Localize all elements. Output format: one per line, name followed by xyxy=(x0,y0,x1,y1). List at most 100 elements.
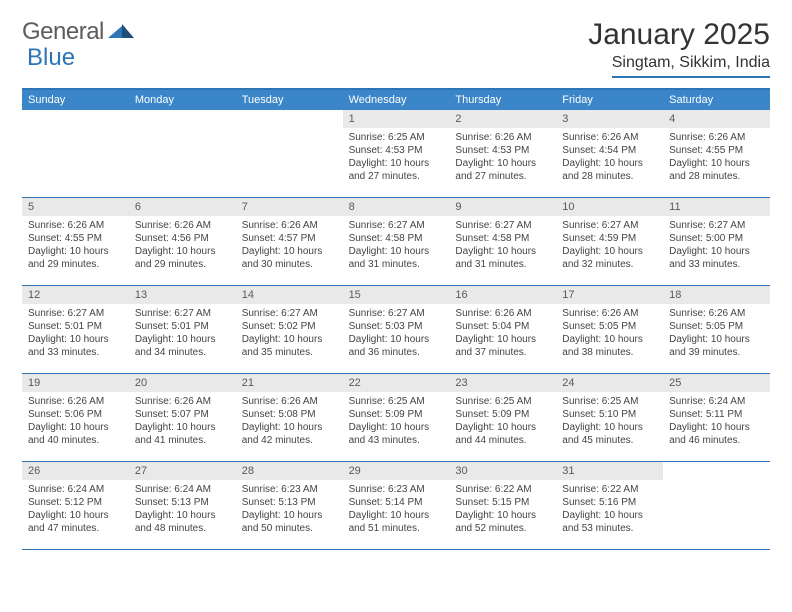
daylight-text: Daylight: 10 hours and 41 minutes. xyxy=(135,421,230,447)
blank-cell xyxy=(663,462,770,550)
sunrise-text: Sunrise: 6:26 AM xyxy=(28,219,123,232)
day-info: Sunrise: 6:26 AMSunset: 4:54 PMDaylight:… xyxy=(556,128,663,189)
location-text: Singtam, Sikkim, India xyxy=(612,54,770,78)
day-cell: 23Sunrise: 6:25 AMSunset: 5:09 PMDayligh… xyxy=(449,374,556,462)
day-info: Sunrise: 6:26 AMSunset: 4:55 PMDaylight:… xyxy=(663,128,770,189)
day-cell: 1Sunrise: 6:25 AMSunset: 4:53 PMDaylight… xyxy=(343,110,450,198)
day-info: Sunrise: 6:22 AMSunset: 5:15 PMDaylight:… xyxy=(449,480,556,541)
day-cell: 3Sunrise: 6:26 AMSunset: 4:54 PMDaylight… xyxy=(556,110,663,198)
daylight-text: Daylight: 10 hours and 40 minutes. xyxy=(28,421,123,447)
day-info: Sunrise: 6:27 AMSunset: 4:58 PMDaylight:… xyxy=(343,216,450,277)
day-cell: 14Sunrise: 6:27 AMSunset: 5:02 PMDayligh… xyxy=(236,286,343,374)
day-cell: 11Sunrise: 6:27 AMSunset: 5:00 PMDayligh… xyxy=(663,198,770,286)
day-number: 25 xyxy=(663,374,770,392)
sunset-text: Sunset: 5:12 PM xyxy=(28,496,123,509)
day-cell: 10Sunrise: 6:27 AMSunset: 4:59 PMDayligh… xyxy=(556,198,663,286)
sunrise-text: Sunrise: 6:27 AM xyxy=(562,219,657,232)
sunset-text: Sunset: 4:54 PM xyxy=(562,144,657,157)
day-number: 22 xyxy=(343,374,450,392)
day-info: Sunrise: 6:25 AMSunset: 4:53 PMDaylight:… xyxy=(343,128,450,189)
sunrise-text: Sunrise: 6:22 AM xyxy=(455,483,550,496)
day-cell: 2Sunrise: 6:26 AMSunset: 4:53 PMDaylight… xyxy=(449,110,556,198)
day-number: 13 xyxy=(129,286,236,304)
day-number: 24 xyxy=(556,374,663,392)
daylight-text: Daylight: 10 hours and 27 minutes. xyxy=(349,157,444,183)
sunset-text: Sunset: 4:55 PM xyxy=(669,144,764,157)
dow-header: Sunday xyxy=(22,90,129,110)
sunrise-text: Sunrise: 6:27 AM xyxy=(669,219,764,232)
day-number: 2 xyxy=(449,110,556,128)
day-info: Sunrise: 6:25 AMSunset: 5:09 PMDaylight:… xyxy=(343,392,450,453)
day-info: Sunrise: 6:27 AMSunset: 5:01 PMDaylight:… xyxy=(22,304,129,365)
sunset-text: Sunset: 5:02 PM xyxy=(242,320,337,333)
day-cell: 27Sunrise: 6:24 AMSunset: 5:13 PMDayligh… xyxy=(129,462,236,550)
dow-header: Wednesday xyxy=(343,90,450,110)
day-cell: 22Sunrise: 6:25 AMSunset: 5:09 PMDayligh… xyxy=(343,374,450,462)
sunrise-text: Sunrise: 6:25 AM xyxy=(349,131,444,144)
sunset-text: Sunset: 4:56 PM xyxy=(135,232,230,245)
day-cell: 16 Sunrise: 6:26 AMSunset: 5:04 PMDayligh… xyxy=(449,286,556,374)
daylight-text: Daylight: 10 hours and 44 minutes. xyxy=(455,421,550,447)
day-info: Sunrise: 6:27 AMSunset: 5:00 PMDaylight:… xyxy=(663,216,770,277)
sunset-text: Sunset: 5:09 PM xyxy=(349,408,444,421)
daylight-text: Daylight: 10 hours and 37 minutes. xyxy=(455,333,550,359)
day-number: 12 xyxy=(22,286,129,304)
daylight-text: Daylight: 10 hours and 51 minutes. xyxy=(349,509,444,535)
sunrise-text: Sunrise: 6:22 AM xyxy=(562,483,657,496)
sunset-text: Sunset: 5:09 PM xyxy=(455,408,550,421)
day-cell: 24Sunrise: 6:25 AMSunset: 5:10 PMDayligh… xyxy=(556,374,663,462)
sunset-text: Sunset: 5:00 PM xyxy=(669,232,764,245)
day-number: 31 xyxy=(556,462,663,480)
day-number: 15 xyxy=(343,286,450,304)
daylight-text: Daylight: 10 hours and 53 minutes. xyxy=(562,509,657,535)
day-number: 7 xyxy=(236,198,343,216)
sunset-text: Sunset: 5:15 PM xyxy=(455,496,550,509)
daylight-text: Daylight: 10 hours and 39 minutes. xyxy=(669,333,764,359)
daylight-text: Daylight: 10 hours and 50 minutes. xyxy=(242,509,337,535)
daylight-text: Daylight: 10 hours and 29 minutes. xyxy=(28,245,123,271)
daylight-text: Daylight: 10 hours and 27 minutes. xyxy=(455,157,550,183)
title-block: January 2025 Singtam, Sikkim, India xyxy=(588,18,770,78)
daylight-text: Daylight: 10 hours and 31 minutes. xyxy=(455,245,550,271)
day-number: 8 xyxy=(343,198,450,216)
daylight-text: Daylight: 10 hours and 47 minutes. xyxy=(28,509,123,535)
day-info: Sunrise: 6:23 AMSunset: 5:13 PMDaylight:… xyxy=(236,480,343,541)
daylight-text: Daylight: 10 hours and 35 minutes. xyxy=(242,333,337,359)
day-number: 23 xyxy=(449,374,556,392)
sunrise-text: Sunrise: 6:26 AM xyxy=(669,131,764,144)
sunrise-text: Sunrise: 6:26 AM xyxy=(135,219,230,232)
day-number: 17 xyxy=(556,286,663,304)
sunset-text: Sunset: 5:11 PM xyxy=(669,408,764,421)
day-cell: 13Sunrise: 6:27 AMSunset: 5:01 PMDayligh… xyxy=(129,286,236,374)
day-cell: 17Sunrise: 6:26 AMSunset: 5:05 PMDayligh… xyxy=(556,286,663,374)
day-number: 16 xyxy=(449,286,556,304)
sunrise-text: Sunrise: 6:24 AM xyxy=(135,483,230,496)
day-cell: 9Sunrise: 6:27 AMSunset: 4:58 PMDaylight… xyxy=(449,198,556,286)
daylight-text: Daylight: 10 hours and 33 minutes. xyxy=(28,333,123,359)
page-header: General January 2025 Singtam, Sikkim, In… xyxy=(22,18,770,78)
sunset-text: Sunset: 5:04 PM xyxy=(455,320,550,333)
sunset-text: Sunset: 4:58 PM xyxy=(349,232,444,245)
daylight-text: Daylight: 10 hours and 32 minutes. xyxy=(562,245,657,271)
day-number: 5 xyxy=(22,198,129,216)
sunset-text: Sunset: 5:05 PM xyxy=(669,320,764,333)
blank-cell xyxy=(236,110,343,198)
day-number: 29 xyxy=(343,462,450,480)
day-number: 18 xyxy=(663,286,770,304)
sunset-text: Sunset: 5:13 PM xyxy=(242,496,337,509)
day-number: 26 xyxy=(22,462,129,480)
sunrise-text: Sunrise: 6:26 AM xyxy=(562,307,657,320)
dow-header: Thursday xyxy=(449,90,556,110)
day-number: 3 xyxy=(556,110,663,128)
sunrise-text: Sunrise: 6:26 AM xyxy=(455,307,550,320)
sunrise-text: Sunrise: 6:25 AM xyxy=(349,395,444,408)
day-cell: 20Sunrise: 6:26 AMSunset: 5:07 PMDayligh… xyxy=(129,374,236,462)
sunset-text: Sunset: 5:10 PM xyxy=(562,408,657,421)
day-cell: 7Sunrise: 6:26 AMSunset: 4:57 PMDaylight… xyxy=(236,198,343,286)
sunrise-text: Sunrise: 6:27 AM xyxy=(349,307,444,320)
sunrise-text: Sunrise: 6:26 AM xyxy=(669,307,764,320)
daylight-text: Daylight: 10 hours and 30 minutes. xyxy=(242,245,337,271)
daylight-text: Daylight: 10 hours and 38 minutes. xyxy=(562,333,657,359)
day-info: Sunrise: 6:23 AMSunset: 5:14 PMDaylight:… xyxy=(343,480,450,541)
day-cell: 28Sunrise: 6:23 AMSunset: 5:13 PMDayligh… xyxy=(236,462,343,550)
